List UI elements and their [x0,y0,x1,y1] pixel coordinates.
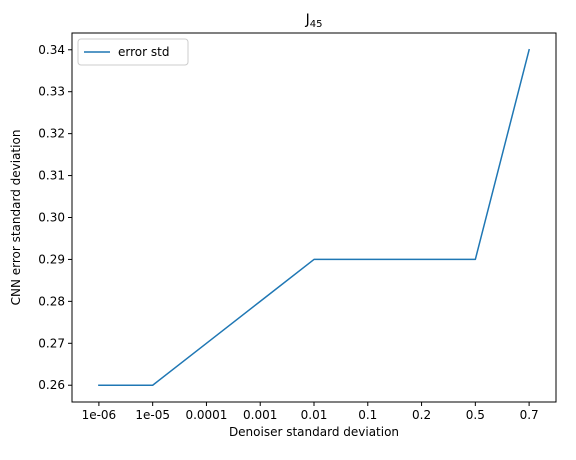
x-tick-label: 0.2 [412,408,431,422]
x-axis-label: Denoiser standard deviation [229,425,399,439]
legend-label: error std [118,45,169,59]
y-tick-label: 0.31 [38,169,65,183]
x-tick-label: 0.5 [466,408,485,422]
x-tick-label: 0.0001 [185,408,227,422]
y-tick-label: 0.26 [38,378,65,392]
x-tick-label: 0.01 [301,408,328,422]
y-tick-label: 0.29 [38,252,65,266]
y-tick-label: 0.27 [38,336,65,350]
y-axis-ticks: 0.26 0.27 0.28 0.29 0.30 0.31 0.32 0.33 0.34 [38,43,72,392]
y-axis-label: CNN error standard deviation [9,130,23,306]
chart-title-main: J [305,12,310,28]
legend-box [77,38,189,66]
chart-title: J45 [305,12,323,30]
y-tick-label: 0.28 [38,294,65,308]
x-tick-label: 1e-06 [82,408,117,422]
plot-frame [71,32,557,403]
x-axis-ticks: 1e-06 1e-05 0.0001 0.001 0.01 0.1 0.2 0.5 0.7 [82,402,539,422]
series-line-0 [98,48,531,386]
x-tick-label: 0.001 [243,408,277,422]
y-tick-label: 0.30 [38,211,65,225]
series-group [98,48,531,386]
y-tick-label: 0.34 [38,43,65,57]
chart-title-subscript: 45 [310,19,323,30]
x-tick-label: 0.1 [358,408,377,422]
y-tick-label: 0.33 [38,85,65,99]
x-tick-label: 0.7 [520,408,539,422]
legend: error std [77,38,189,66]
x-tick-label: 1e-05 [135,408,170,422]
y-tick-label: 0.32 [38,127,65,141]
